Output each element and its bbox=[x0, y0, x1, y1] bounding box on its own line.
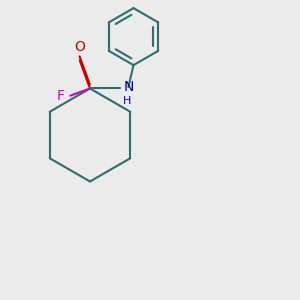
Text: N: N bbox=[124, 80, 134, 94]
Text: H: H bbox=[123, 96, 132, 106]
Text: O: O bbox=[74, 40, 85, 54]
Text: F: F bbox=[56, 89, 64, 103]
